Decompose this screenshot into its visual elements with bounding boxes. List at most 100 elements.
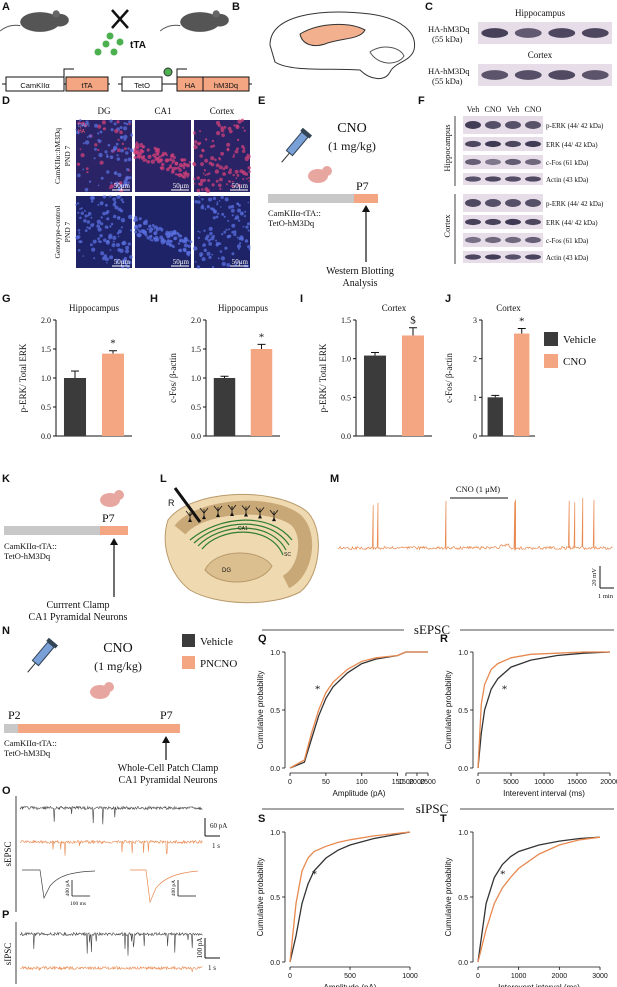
- cell: [242, 178, 245, 181]
- label: CNO (1 μM): [456, 484, 500, 494]
- cell: [233, 124, 236, 127]
- syringe-plunger: [46, 637, 59, 649]
- label: CNO: [103, 641, 133, 656]
- legend-swatch: [544, 332, 558, 346]
- label: Cortex: [210, 106, 235, 116]
- bar: [63, 378, 87, 436]
- x-tick-label: 1000: [402, 973, 418, 980]
- cell: [223, 125, 227, 129]
- cell: [79, 127, 82, 129]
- cell: [207, 239, 211, 242]
- cell: [183, 158, 187, 162]
- cdf-line: [477, 651, 611, 769]
- cell: [114, 205, 119, 210]
- legend-swatch: [544, 354, 558, 368]
- cell: [215, 215, 219, 219]
- cell: [77, 211, 80, 214]
- cell: [119, 195, 122, 198]
- sc-fiber: [201, 531, 284, 556]
- cell: [122, 259, 127, 264]
- cell: [225, 183, 228, 186]
- cell: [169, 240, 173, 243]
- label: Cumulative probability: [444, 671, 453, 750]
- cell: [241, 170, 245, 174]
- band: [465, 254, 481, 260]
- cell: [110, 222, 114, 226]
- cell: [98, 141, 100, 144]
- label: HA: [78, 129, 86, 135]
- cell: [243, 215, 246, 218]
- label: c-Fos (61 kDa): [546, 159, 589, 167]
- cell: [120, 218, 126, 223]
- cell: [133, 218, 137, 223]
- cell: [189, 240, 193, 244]
- cell: [228, 170, 232, 175]
- cell: [78, 240, 82, 244]
- cell: [161, 153, 165, 157]
- timeline-treatment: [354, 194, 378, 203]
- cell: [161, 162, 165, 167]
- band: [465, 218, 481, 226]
- x-tick-label: 0: [288, 779, 292, 786]
- cell: [102, 195, 106, 199]
- cdf-line: [477, 651, 610, 769]
- bar: [250, 349, 273, 436]
- cell: [199, 231, 201, 233]
- mouse-tail: [0, 24, 21, 32]
- cell: [247, 166, 251, 170]
- cell: [106, 170, 110, 174]
- cell: [198, 141, 202, 145]
- cell: [216, 120, 220, 125]
- cell: [174, 166, 178, 171]
- cell: [218, 165, 223, 170]
- label: Hippocampus: [69, 303, 119, 313]
- event-trace: [130, 869, 199, 904]
- cell: [204, 174, 207, 177]
- cell: [178, 248, 183, 253]
- cell: [120, 148, 124, 153]
- cell: [220, 195, 224, 199]
- legend-swatch: [182, 634, 195, 647]
- cell: [128, 169, 131, 172]
- cell: [173, 237, 176, 240]
- cell: [193, 163, 197, 167]
- cell: [104, 203, 108, 207]
- bar: [401, 335, 425, 436]
- cell: [246, 154, 251, 159]
- cdf-line: [477, 836, 601, 963]
- cell: [117, 173, 122, 177]
- cell: [193, 177, 196, 181]
- cell: [199, 130, 202, 133]
- soma: [188, 518, 192, 522]
- cell: [122, 240, 127, 246]
- cell: [247, 229, 250, 232]
- y-tick-label: 0.0: [191, 432, 201, 441]
- cell: [109, 119, 113, 123]
- x-tick-label: 2500: [420, 779, 436, 786]
- cell: [248, 180, 251, 182]
- cell: [233, 232, 237, 237]
- cell: [243, 129, 246, 132]
- panel-letter: J: [445, 293, 451, 305]
- cell: [112, 214, 117, 219]
- cell: [105, 240, 110, 245]
- cell: [196, 265, 201, 269]
- cell: [242, 149, 246, 153]
- label: c-Fos/ β-actin: [444, 353, 454, 403]
- label: tTA: [81, 81, 92, 90]
- cell: [150, 239, 154, 242]
- label: SC: [284, 552, 291, 558]
- cell: [234, 169, 239, 174]
- label: Cumulative probability: [444, 858, 453, 937]
- cell: [108, 235, 112, 240]
- bar: [363, 355, 387, 436]
- cell: [180, 158, 184, 162]
- cell: [82, 255, 85, 257]
- cell: [183, 249, 186, 252]
- cell: [112, 197, 116, 202]
- dg: [204, 552, 273, 583]
- cell: [193, 144, 196, 146]
- cell: [151, 224, 155, 227]
- cell: [100, 222, 104, 226]
- y-tick-label: 0.5: [191, 403, 201, 412]
